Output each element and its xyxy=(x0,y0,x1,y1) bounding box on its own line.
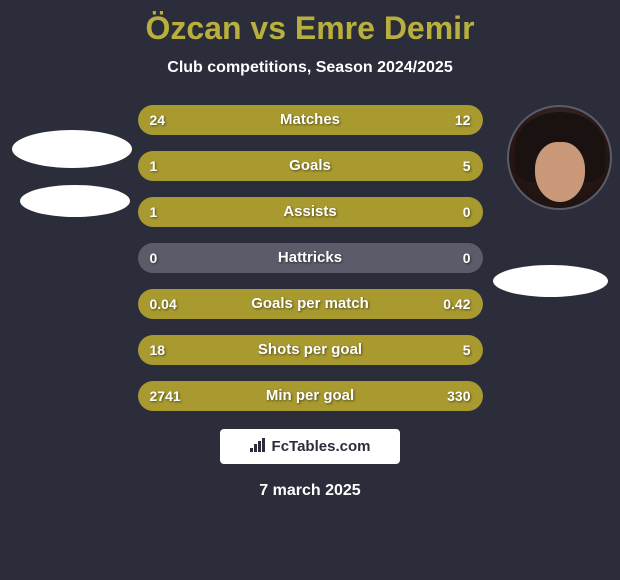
stat-label: Goals per match xyxy=(138,289,483,319)
stat-row: 15Goals xyxy=(138,151,483,181)
stat-row: 0.040.42Goals per match xyxy=(138,289,483,319)
avatar-face xyxy=(535,142,585,202)
player-left-badge-2 xyxy=(20,185,130,217)
stat-label: Matches xyxy=(138,105,483,135)
player-left-badge-1 xyxy=(12,130,132,168)
stat-label: Shots per goal xyxy=(138,335,483,365)
stat-label: Hattricks xyxy=(138,243,483,273)
stat-label: Min per goal xyxy=(138,381,483,411)
comparison-title: Özcan vs Emre Demir xyxy=(0,0,620,47)
stat-row: 2412Matches xyxy=(138,105,483,135)
stat-row: 10Assists xyxy=(138,197,483,227)
stat-label: Goals xyxy=(138,151,483,181)
stat-row: 2741330Min per goal xyxy=(138,381,483,411)
player-right-column xyxy=(507,105,612,210)
stat-row: 185Shots per goal xyxy=(138,335,483,365)
footer-site-badge: FcTables.com xyxy=(220,429,400,464)
stat-bars: 2412Matches 15Goals 10Assists 00Hattricks 0.… xyxy=(138,105,483,411)
footer-site-text: FcTables.com xyxy=(272,438,371,455)
player-right-avatar xyxy=(507,105,612,210)
content-area: 2412Matches 15Goals 10Assists 00Hattricks 0.… xyxy=(0,105,620,411)
comparison-subtitle: Club competitions, Season 2024/2025 xyxy=(0,59,620,77)
stat-row: 00Hattricks xyxy=(138,243,483,273)
footer-date: 7 march 2025 xyxy=(0,482,620,500)
stat-label: Assists xyxy=(138,197,483,227)
player-right-badge xyxy=(493,265,608,297)
chart-icon xyxy=(250,438,266,455)
